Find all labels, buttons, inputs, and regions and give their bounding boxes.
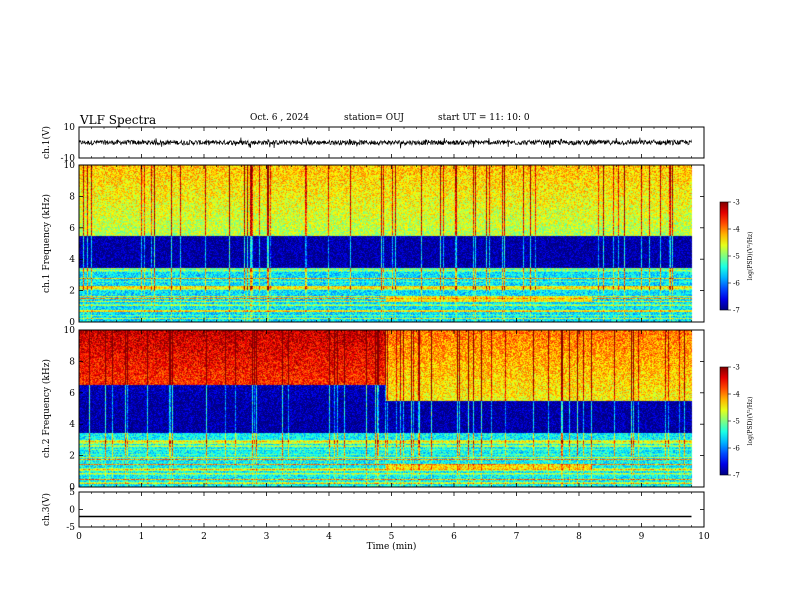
y-tick-label: 2 — [69, 452, 75, 462]
colorbar-tick-label: -7 — [733, 307, 740, 315]
y-tick-label: 2 — [69, 287, 75, 297]
x-tick-label: 0 — [76, 532, 82, 542]
y-tick-label: 10 — [64, 326, 76, 336]
x-tick-label: 7 — [514, 532, 520, 542]
y-tick-label: 4 — [69, 420, 75, 430]
spectrogram-ch1-panel: 0 2 4 6 8 10 ch.1 Frequency (kHz) — [41, 161, 705, 328]
colorbar-tick-label: -5 — [733, 418, 740, 426]
y-tick-label: 8 — [69, 192, 75, 202]
y-tick-label: 8 — [69, 357, 75, 367]
y-tick-label: 6 — [69, 389, 75, 399]
colorbar-tick-label: -3 — [733, 199, 740, 207]
start-time-label: start UT = 11: 10: 0 — [438, 113, 530, 123]
waveform-line — [78, 137, 692, 149]
x-tick-label: 9 — [639, 532, 645, 542]
x-tick-label: 4 — [326, 532, 332, 542]
y-tick-label: 10 — [64, 123, 76, 133]
colorbar-tick-label: -6 — [733, 445, 740, 453]
y-tick-label: 10 — [64, 161, 76, 171]
x-tick-label: 1 — [139, 532, 145, 542]
y-tick-label: 0 — [69, 483, 75, 493]
colorbar-tick-label: -4 — [733, 391, 740, 399]
axis-label-spectrogram: ch.2 Frequency (kHz) — [41, 359, 52, 458]
x-axis-label: Time (min) — [367, 541, 417, 552]
x-tick-label: 3 — [264, 532, 270, 542]
axis-label-spectrogram: ch.1 Frequency (kHz) — [41, 194, 52, 293]
y-tick-label: -10 — [61, 154, 76, 164]
colorbar-tick-label: -7 — [733, 472, 740, 480]
x-tick-label: 5 — [389, 532, 395, 542]
time-axis: 0 1 2 3 4 5 6 7 8 9 10 Time (min) — [76, 532, 710, 552]
x-tick-label: 2 — [201, 532, 207, 542]
colorbar-label: log(PSD)(V²/Hz) — [747, 397, 754, 446]
station-label: station= OUJ — [344, 113, 405, 123]
figure-title: VLF Spectra — [80, 113, 157, 127]
y-tick-label: 0 — [69, 506, 75, 516]
y-tick-label: 4 — [69, 255, 75, 265]
colorbar-tick-label: -6 — [733, 280, 740, 288]
colorbar-gradient — [719, 201, 729, 311]
y-tick-label: 0 — [69, 318, 75, 328]
spectrogram-image — [79, 330, 704, 487]
panel-frame — [78, 491, 705, 528]
x-tick-label: 8 — [576, 532, 582, 542]
waveform-ch3-panel: 5 0 -5 ch.3(V) — [41, 488, 705, 533]
colorbar-label: log(PSD)(V²/Hz) — [747, 232, 754, 281]
date-label: Oct. 6 , 2024 — [250, 113, 309, 123]
colorbar-gradient — [719, 366, 729, 476]
colorbar-tick-label: -3 — [733, 364, 740, 372]
colorbar-ch1: -3 -4 -5 -6 -7 log(PSD)(V²/Hz) — [719, 199, 754, 315]
x-tick-label: 10 — [698, 532, 710, 542]
y-tick-label: 6 — [69, 224, 75, 234]
spectrogram-image — [79, 165, 704, 322]
spectrogram-ch2-panel: 0 2 4 6 8 10 ch.2 Frequency (kHz) — [41, 326, 705, 493]
colorbar-tick-label: -5 — [733, 253, 740, 261]
colorbar-ch2: -3 -4 -5 -6 -7 log(PSD)(V²/Hz) — [719, 364, 754, 480]
x-tick-label: 6 — [451, 532, 457, 542]
axis-label-ch1: ch.1(V) — [41, 126, 52, 159]
waveform-ch1-panel: 10 -10 ch.1(V) — [41, 123, 705, 164]
colorbar-tick-label: -4 — [733, 226, 740, 234]
y-tick-label: 5 — [69, 488, 75, 498]
axis-label-ch3: ch.3(V) — [41, 493, 52, 526]
y-tick-label: -5 — [66, 523, 75, 533]
